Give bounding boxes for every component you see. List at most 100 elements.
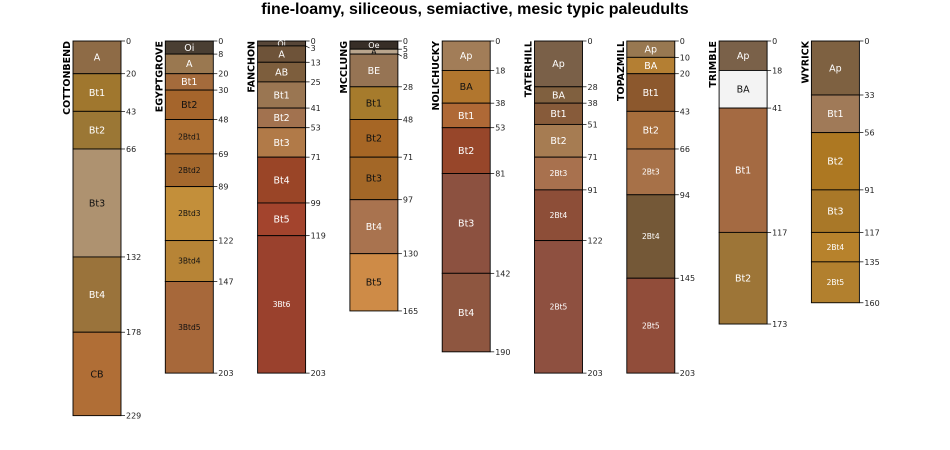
horizon-label-taterhill-0: Ap bbox=[552, 59, 565, 70]
horizon-label-trimble-2: Bt1 bbox=[735, 166, 751, 177]
horizon-cottonbend-2 bbox=[72, 110, 122, 150]
depth-label-mcclung-1: 5 bbox=[403, 45, 408, 54]
horizon-label-taterhill-5: 2Bt4 bbox=[550, 211, 568, 220]
horizon-label-cottonbend-5: CB bbox=[90, 369, 103, 380]
profile-name-egyptgrove: EGYPTGROVE bbox=[154, 41, 165, 112]
horizon-egyptgrove-8 bbox=[164, 281, 214, 374]
horizon-fanchon-6 bbox=[257, 156, 307, 204]
horizon-label-mcclung-2: BE bbox=[368, 66, 381, 77]
horizon-label-wyrick-1: Bt1 bbox=[827, 109, 843, 120]
horizon-label-mcclung-0: Oe bbox=[368, 41, 379, 50]
horizon-label-mcclung-5: Bt3 bbox=[366, 174, 382, 185]
depth-label-egyptgrove-0: 0 bbox=[218, 37, 223, 46]
depth-label-cottonbend-4: 132 bbox=[126, 253, 141, 262]
profile-name-taterhill: TATERHILL bbox=[524, 41, 535, 97]
depth-label-nolichucky-0: 0 bbox=[495, 37, 500, 46]
depth-label-topazmill-6: 145 bbox=[680, 274, 695, 283]
horizon-egyptgrove-3 bbox=[164, 89, 214, 120]
profile-name-topazmill: TOPAZMILL bbox=[616, 41, 627, 101]
depth-label-nolichucky-1: 18 bbox=[495, 66, 505, 75]
horizon-label-topazmill-6: 2Bt5 bbox=[642, 321, 660, 330]
horizon-egyptgrove-6 bbox=[164, 186, 214, 242]
horizon-label-egyptgrove-2: Bt1 bbox=[181, 77, 197, 88]
horizon-topazmill-2 bbox=[626, 73, 676, 112]
horizon-label-wyrick-2: Bt2 bbox=[827, 157, 843, 168]
horizon-label-taterhill-1: BA bbox=[552, 90, 566, 101]
depth-label-cottonbend-3: 66 bbox=[126, 145, 136, 154]
horizon-wyrick-5 bbox=[810, 261, 860, 304]
horizon-label-cottonbend-4: Bt4 bbox=[89, 290, 105, 301]
horizon-label-egyptgrove-6: 2Btd3 bbox=[178, 209, 201, 218]
horizon-fanchon-5 bbox=[257, 127, 307, 158]
depth-label-taterhill-0: 0 bbox=[588, 37, 593, 46]
horizon-label-nolichucky-3: Bt2 bbox=[458, 146, 474, 157]
horizon-label-trimble-0: Ap bbox=[737, 51, 750, 62]
depth-label-wyrick-0: 0 bbox=[864, 37, 869, 46]
depth-label-egyptgrove-6: 89 bbox=[218, 183, 228, 192]
depth-label-fanchon-6: 71 bbox=[311, 153, 321, 162]
horizon-taterhill-3 bbox=[534, 123, 583, 158]
depth-label-egyptgrove-1: 8 bbox=[218, 50, 223, 59]
depth-label-cottonbend-6: 229 bbox=[126, 412, 141, 421]
horizon-label-taterhill-3: Bt2 bbox=[550, 136, 566, 147]
horizon-wyrick-2 bbox=[810, 132, 860, 191]
horizon-topazmill-5 bbox=[626, 194, 676, 279]
horizon-nolichucky-4 bbox=[441, 173, 491, 274]
horizon-label-mcclung-7: Bt5 bbox=[366, 278, 382, 289]
horizon-label-fanchon-5: Bt3 bbox=[273, 138, 289, 149]
depth-label-egyptgrove-3: 30 bbox=[218, 86, 228, 95]
horizon-trimble-0 bbox=[718, 40, 768, 71]
horizon-label-egyptgrove-4: 2Btd1 bbox=[178, 132, 201, 141]
horizon-label-fanchon-2: AB bbox=[275, 67, 288, 78]
depth-label-taterhill-6: 122 bbox=[588, 237, 603, 246]
horizon-label-cottonbend-1: Bt1 bbox=[89, 88, 105, 99]
horizon-label-nolichucky-0: Ap bbox=[460, 51, 473, 62]
depth-label-egyptgrove-8: 147 bbox=[218, 277, 233, 286]
horizon-cottonbend-0 bbox=[72, 40, 122, 75]
depth-label-topazmill-7: 203 bbox=[680, 369, 695, 378]
horizon-trimble-3 bbox=[718, 231, 768, 325]
depth-label-egyptgrove-5: 69 bbox=[218, 150, 228, 159]
horizon-trimble-1 bbox=[718, 69, 768, 109]
depth-label-mcclung-2: 8 bbox=[403, 52, 408, 61]
horizon-label-trimble-1: BA bbox=[737, 85, 751, 96]
horizon-mcclung-2 bbox=[349, 53, 399, 88]
depth-label-topazmill-4: 66 bbox=[680, 145, 690, 154]
horizon-wyrick-1 bbox=[810, 94, 860, 134]
depth-label-fanchon-0: 0 bbox=[311, 37, 316, 46]
horizon-taterhill-5 bbox=[534, 189, 583, 242]
depth-label-egyptgrove-9: 203 bbox=[218, 369, 233, 378]
horizon-label-mcclung-3: Bt1 bbox=[366, 98, 382, 109]
horizon-mcclung-5 bbox=[349, 156, 399, 201]
horizon-label-taterhill-2: Bt1 bbox=[550, 109, 566, 120]
profile-name-nolichucky: NOLICHUCKY bbox=[431, 41, 442, 111]
depth-label-nolichucky-4: 81 bbox=[495, 170, 505, 179]
depth-label-mcclung-8: 165 bbox=[403, 307, 418, 316]
depth-label-mcclung-0: 0 bbox=[403, 37, 408, 46]
depth-label-topazmill-5: 94 bbox=[680, 191, 690, 200]
horizon-label-cottonbend-3: Bt3 bbox=[89, 198, 105, 209]
depth-label-wyrick-5: 135 bbox=[864, 258, 879, 267]
depth-label-fanchon-5: 53 bbox=[311, 124, 321, 133]
profile-name-cottonbend: COTTONBEND bbox=[62, 41, 73, 115]
depth-label-taterhill-3: 51 bbox=[588, 120, 598, 129]
horizon-label-nolichucky-1: BA bbox=[460, 82, 474, 93]
horizon-label-topazmill-2: Bt1 bbox=[643, 88, 659, 99]
horizon-wyrick-4 bbox=[810, 231, 860, 263]
horizon-label-wyrick-3: Bt3 bbox=[827, 206, 843, 217]
depth-label-egyptgrove-2: 20 bbox=[218, 70, 228, 79]
depth-label-wyrick-2: 56 bbox=[864, 129, 874, 138]
horizon-label-topazmill-0: Ap bbox=[645, 45, 658, 56]
horizon-label-wyrick-5: 2Bt5 bbox=[827, 278, 845, 287]
horizon-label-nolichucky-2: Bt1 bbox=[458, 111, 474, 122]
horizon-label-egyptgrove-8: 3Btd5 bbox=[178, 323, 201, 332]
horizon-taterhill-6 bbox=[534, 240, 583, 374]
horizon-label-egyptgrove-0: Oi bbox=[184, 43, 194, 54]
depth-label-topazmill-2: 20 bbox=[680, 70, 690, 79]
profile-name-fanchon: FANCHON bbox=[247, 41, 258, 93]
depth-label-trimble-2: 41 bbox=[772, 104, 782, 113]
horizon-topazmill-6 bbox=[626, 277, 676, 374]
depth-label-fanchon-2: 13 bbox=[311, 58, 321, 67]
depth-label-fanchon-7: 99 bbox=[311, 199, 321, 208]
horizon-label-topazmill-3: Bt2 bbox=[643, 125, 659, 136]
